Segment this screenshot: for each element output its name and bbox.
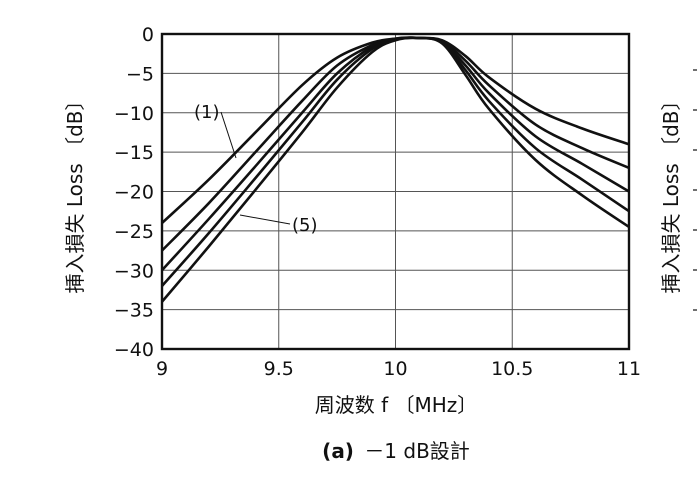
y-tick-label: −35 bbox=[114, 300, 154, 322]
right-axis-fragment: 挿入損失 Loss 〔dB〕 bbox=[659, 69, 697, 311]
y-tick-label: −20 bbox=[114, 182, 154, 204]
x-tick-label: 10.5 bbox=[491, 358, 533, 380]
plot-frame bbox=[160, 32, 631, 351]
tick-labels: 9 9.5 10 10.5 11 0 −5 −10 −15 −20 −25 −30 −35 −40 bbox=[114, 24, 641, 380]
caption-text: －1 dB設計 bbox=[364, 439, 470, 463]
annotation-leader-1 bbox=[220, 111, 237, 159]
annotation-leader-2 bbox=[239, 214, 291, 225]
y-tick-label: −10 bbox=[114, 103, 154, 125]
y-tick-label: 0 bbox=[142, 24, 154, 46]
y-tick-label: −15 bbox=[114, 142, 154, 164]
y-axis-title: 挿入損失 Loss 〔dB〕 bbox=[63, 91, 87, 294]
grid-lines bbox=[162, 34, 629, 349]
right-axis-title: 挿入損失 Loss 〔dB〕 bbox=[659, 91, 683, 294]
y-tick-label: −5 bbox=[126, 63, 154, 85]
figure-caption: (a) －1 dB設計 bbox=[322, 439, 470, 463]
x-tick-label: 11 bbox=[617, 358, 641, 380]
annotation-label-2: (5) bbox=[292, 215, 318, 236]
y-tick-label: −25 bbox=[114, 221, 154, 243]
curves bbox=[161, 36, 630, 303]
caption-prefix: (a) bbox=[322, 439, 354, 463]
series-line-5 bbox=[161, 36, 630, 303]
x-axis-title: 周波数 f 〔MHz〕 bbox=[315, 393, 478, 417]
x-tick-label: 9.5 bbox=[264, 358, 294, 380]
annotation-label-1: (1) bbox=[194, 102, 220, 123]
y-tick-label: −30 bbox=[114, 260, 154, 282]
y-tick-label: −40 bbox=[114, 339, 154, 361]
annotations: (1) (5) bbox=[194, 102, 318, 236]
x-tick-label: 9 bbox=[156, 358, 168, 380]
x-tick-label: 10 bbox=[383, 358, 407, 380]
